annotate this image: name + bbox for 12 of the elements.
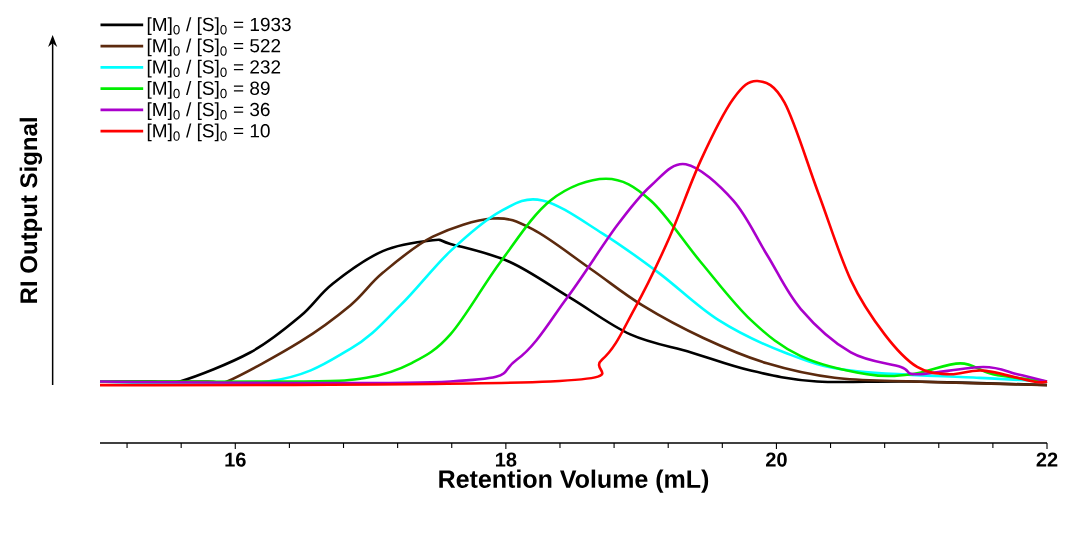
x-tick-label: 18 xyxy=(495,452,517,467)
x-axis-title: Retention Volume (mL) xyxy=(439,469,709,493)
legend-label: [M]$_{0}$ / [S]$_{0}$ = 36 xyxy=(147,102,270,120)
legend-label: [M]$_{0}$ / [S]$_{0}$ = 1933 xyxy=(147,17,291,35)
legend-label: [M]$_{0}$ / [S]$_{0}$ = 89 xyxy=(147,81,270,99)
x-tick-label: 16 xyxy=(225,452,246,467)
legend-label: [M]$_{0}$ / [S]$_{0}$ = 10 xyxy=(147,123,270,142)
x-tick-label: 20 xyxy=(766,452,787,467)
legend-label: [M]$_{0}$ / [S]$_{0}$ = 232 xyxy=(147,59,281,78)
y-axis-title: RI Output Signal xyxy=(19,118,43,303)
x-tick-label: 22 xyxy=(1036,452,1058,467)
legend-label: [M]$_{0}$ / [S]$_{0}$ = 522 xyxy=(147,38,281,57)
